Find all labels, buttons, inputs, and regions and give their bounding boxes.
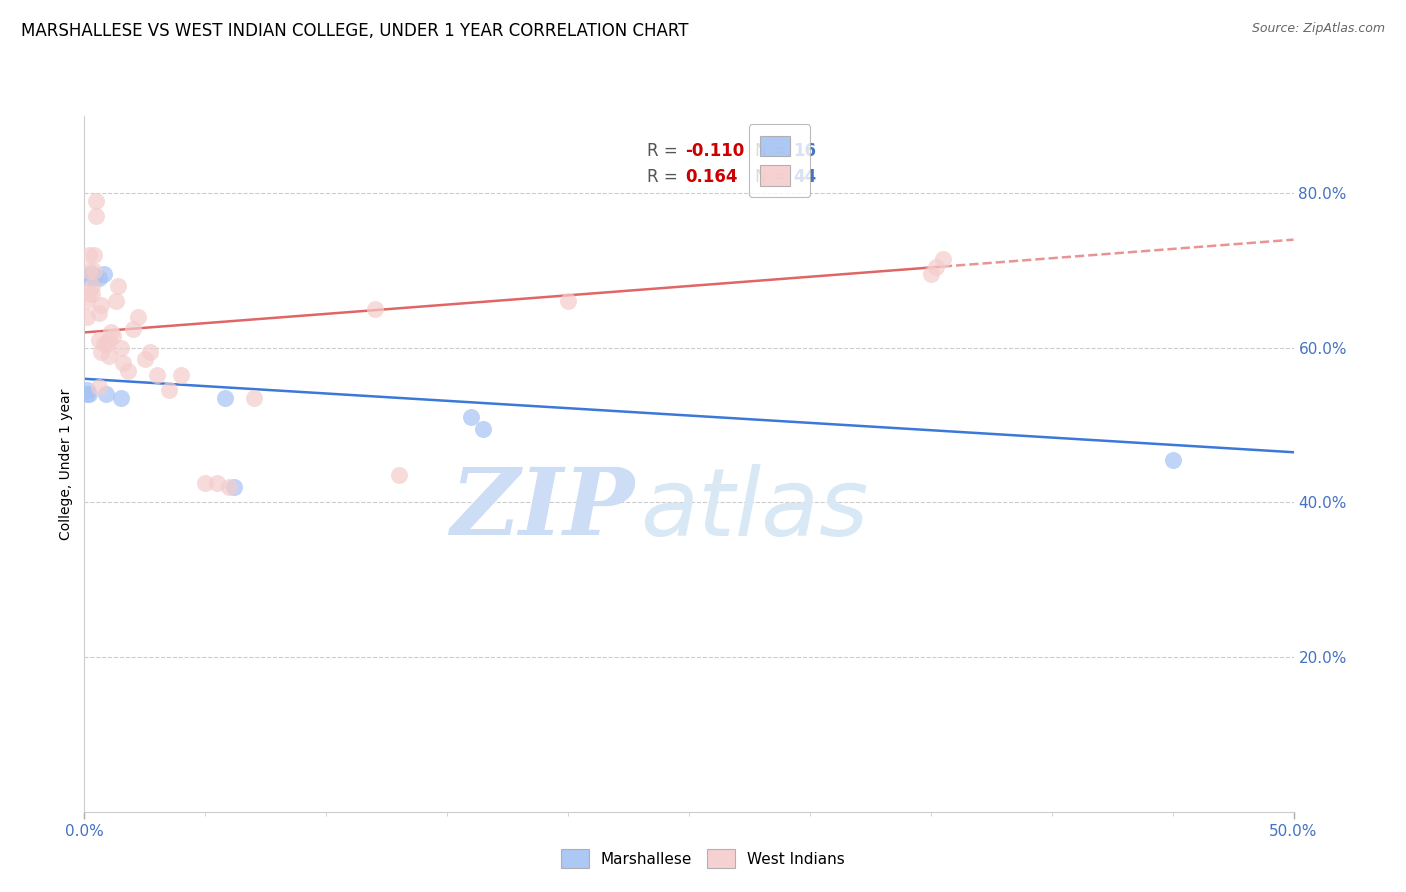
Point <box>83 248 105 262</box>
Point <box>97 333 120 347</box>
Point <box>100 326 122 340</box>
Legend: , : , <box>749 124 810 197</box>
Point <box>77 268 100 282</box>
Y-axis label: College, Under 1 year: College, Under 1 year <box>59 388 73 540</box>
Point <box>134 352 156 367</box>
Point <box>224 480 246 494</box>
Point <box>93 337 115 351</box>
Point <box>104 294 127 309</box>
Point <box>87 271 110 285</box>
Point <box>93 268 115 282</box>
Point <box>146 368 169 382</box>
Point <box>363 302 385 317</box>
Legend: Marshallese, West Indians: Marshallese, West Indians <box>554 841 852 875</box>
Point <box>218 480 240 494</box>
Point <box>121 321 143 335</box>
Text: MARSHALLESE VS WEST INDIAN COLLEGE, UNDER 1 YEAR CORRELATION CHART: MARSHALLESE VS WEST INDIAN COLLEGE, UNDE… <box>21 22 689 40</box>
Point <box>83 271 105 285</box>
Point <box>77 286 100 301</box>
Text: 16: 16 <box>793 142 815 160</box>
Point <box>80 268 103 282</box>
Point <box>388 468 411 483</box>
Point <box>1161 453 1184 467</box>
Point <box>97 349 120 363</box>
Text: N =: N = <box>755 142 787 160</box>
Point <box>80 286 103 301</box>
Point <box>932 252 955 266</box>
Text: Source: ZipAtlas.com: Source: ZipAtlas.com <box>1251 22 1385 36</box>
Point <box>170 368 193 382</box>
Text: R =: R = <box>647 169 678 186</box>
Text: ZIP: ZIP <box>450 464 634 554</box>
Point <box>117 364 139 378</box>
Point <box>557 294 579 309</box>
Point <box>920 268 942 282</box>
Point <box>86 194 108 208</box>
Point <box>94 337 117 351</box>
Point <box>460 410 482 425</box>
Point <box>214 391 236 405</box>
Point <box>242 391 264 405</box>
Text: R =: R = <box>647 142 678 160</box>
Point <box>138 344 160 359</box>
Point <box>110 341 132 355</box>
Text: 44: 44 <box>793 169 815 186</box>
Point <box>90 344 112 359</box>
Point <box>87 379 110 393</box>
Text: atlas: atlas <box>641 464 869 555</box>
Point <box>76 384 98 398</box>
Point <box>76 310 98 324</box>
Point <box>94 387 117 401</box>
Text: N =: N = <box>755 169 787 186</box>
Point <box>86 210 108 224</box>
Point <box>90 298 112 312</box>
Point <box>76 387 98 401</box>
Text: -0.110: -0.110 <box>685 142 745 160</box>
Point <box>77 263 100 277</box>
Point <box>127 310 149 324</box>
Point <box>87 333 110 347</box>
Point <box>80 279 103 293</box>
Point <box>112 356 135 370</box>
Point <box>76 294 98 309</box>
Text: 0.164: 0.164 <box>685 169 738 186</box>
Point <box>77 387 100 401</box>
Point <box>107 279 129 293</box>
Point <box>194 476 217 491</box>
Point <box>207 476 229 491</box>
Point <box>87 306 110 320</box>
Point <box>110 391 132 405</box>
Point <box>77 248 100 262</box>
Point <box>83 263 105 277</box>
Point <box>924 260 946 274</box>
Point <box>77 271 100 285</box>
Point <box>103 329 125 343</box>
Point <box>157 384 180 398</box>
Point <box>472 422 495 436</box>
